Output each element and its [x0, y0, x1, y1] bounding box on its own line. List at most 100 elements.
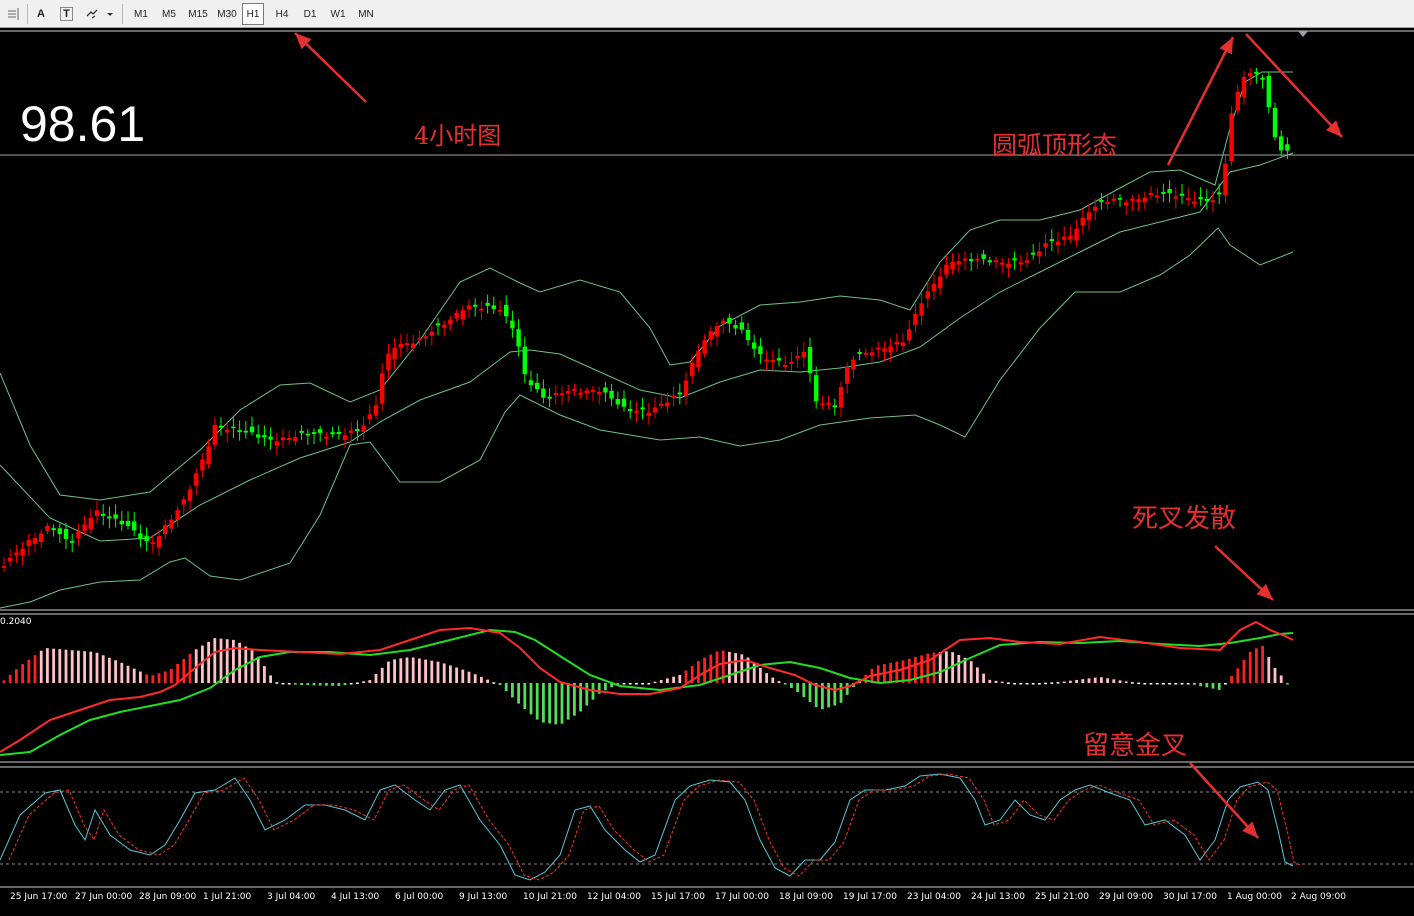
bear-candle	[491, 305, 496, 309]
macd-histogram-bar	[132, 668, 136, 683]
bear-candle	[311, 432, 317, 435]
macd-histogram-bar	[796, 683, 799, 693]
macd-histogram-bar	[1112, 679, 1116, 683]
macd-histogram-bar	[653, 681, 657, 684]
bear-candle	[51, 528, 56, 531]
bull-candle	[14, 552, 19, 556]
text-label-icon[interactable]: A	[37, 8, 45, 20]
bear-candle	[1167, 189, 1172, 193]
macd-histogram-bar	[839, 683, 843, 703]
bear-candle	[119, 520, 124, 525]
bear-candle	[727, 317, 732, 324]
macd-histogram-bar	[517, 683, 520, 704]
macd-histogram-bar	[914, 657, 917, 683]
macd-histogram-bar	[777, 681, 781, 683]
bear-candle	[237, 430, 242, 433]
bull-candle	[1, 565, 7, 568]
macd-histogram-bar	[492, 682, 496, 684]
bear-candle	[535, 382, 540, 390]
x-axis-label: 30 Jul 17:00	[1163, 892, 1217, 902]
kdj-note: 留意金叉	[1083, 731, 1188, 761]
macd-histogram-bar	[294, 683, 297, 685]
x-axis-label: 15 Jul 17:00	[651, 892, 705, 902]
arrows-tool-icon[interactable]	[83, 3, 117, 25]
stochastic-main-line	[0, 773, 1294, 881]
macd-histogram-bar	[225, 639, 229, 683]
macd-histogram-bar	[1038, 683, 1041, 685]
bear-candle	[1012, 258, 1017, 261]
timeframe-button-h4[interactable]: H4	[275, 8, 289, 20]
bull-candle	[671, 395, 676, 398]
bull-candle	[770, 360, 775, 363]
timeframe-button-h1[interactable]: H1	[242, 3, 264, 25]
bear-candle	[1161, 191, 1166, 194]
bear-candle	[57, 528, 62, 535]
bull-candle	[944, 264, 949, 275]
timeframe-button-m1[interactable]: M1	[134, 8, 148, 20]
bull-candle	[194, 473, 199, 486]
bear-candle	[218, 425, 224, 428]
bull-candle	[423, 336, 428, 339]
bear-candle	[547, 396, 552, 399]
bear-candle	[1204, 198, 1209, 201]
bear-candle	[677, 392, 682, 395]
macd-histogram-bar	[740, 654, 744, 683]
bull-candle	[1068, 235, 1073, 240]
bull-candle	[1130, 198, 1135, 201]
macd-histogram-bar	[480, 676, 483, 683]
bear-candle	[528, 380, 534, 386]
bear-candle	[758, 346, 763, 355]
macd-histogram-bar	[1162, 683, 1165, 685]
bull-candle	[1105, 202, 1110, 205]
macd-histogram-bar	[349, 683, 353, 685]
stochastic-signal-line	[8, 773, 1303, 881]
text-box-icon[interactable]: T	[60, 7, 73, 21]
bull-candle	[212, 424, 217, 445]
bull-candle	[411, 343, 416, 349]
macd-histogram-bar	[1230, 676, 1233, 683]
bear-candle	[807, 346, 813, 373]
macd-histogram-bar	[424, 659, 427, 683]
macd-histogram-bar	[39, 650, 43, 683]
macd-histogram-bar	[1193, 683, 1196, 685]
macd-histogram-bar	[1211, 683, 1215, 689]
x-axis-label: 27 Jun 00:00	[75, 892, 133, 902]
bull-candle	[287, 437, 292, 440]
macd-histogram-bar	[579, 683, 582, 712]
macd-signal-line	[0, 628, 1294, 756]
macd-histogram-bar	[405, 657, 409, 683]
macd-histogram-bar	[126, 665, 130, 683]
timeframe-button-w1[interactable]: W1	[330, 8, 346, 20]
timeframe-button-mn[interactable]: MN	[358, 8, 374, 20]
macd-histogram-bar	[300, 683, 303, 686]
crosshair-icon[interactable]	[3, 3, 25, 25]
bull-candle	[1235, 91, 1240, 111]
macd-histogram-bar	[951, 652, 954, 683]
macd-histogram-bar	[895, 661, 899, 683]
bull-candle	[163, 525, 168, 535]
bull-candle	[559, 393, 565, 396]
macd-histogram-bar	[1124, 681, 1128, 683]
timeframe-button-m5[interactable]: M5	[162, 8, 176, 20]
macd-histogram-bar	[1236, 668, 1240, 683]
timeframe-button-d1[interactable]: D1	[303, 8, 317, 20]
macd-histogram-bar	[647, 683, 651, 685]
macd-main-line	[0, 620, 1294, 753]
macd-histogram-bar	[988, 679, 992, 683]
timeframe-button-m15[interactable]: M15	[188, 8, 208, 20]
bear-candle	[832, 405, 837, 408]
bull-candle	[652, 407, 658, 413]
macd-histogram-bar	[52, 648, 55, 683]
bull-candle	[448, 319, 453, 325]
bull-candle	[1136, 199, 1141, 203]
timeframe-button-m30[interactable]: M30	[217, 8, 237, 20]
macd-histogram-bar	[411, 657, 415, 683]
bear-candle	[132, 521, 137, 531]
macd-histogram-bar	[945, 651, 948, 683]
bull-candle	[863, 352, 868, 355]
macd-histogram-bar	[678, 675, 682, 683]
macd-histogram-bar	[70, 650, 74, 683]
macd-histogram-bar	[808, 683, 812, 702]
arrow-kdj-head	[1242, 821, 1258, 838]
bull-candle	[646, 412, 651, 416]
